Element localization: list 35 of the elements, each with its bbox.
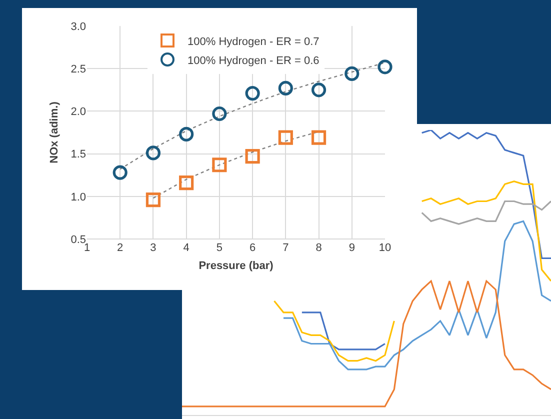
point <box>344 66 360 82</box>
y-tick-label: 2.5 <box>70 63 86 76</box>
point <box>378 60 392 74</box>
x-tick-label: 1 <box>84 242 90 254</box>
x-tick-label: 4 <box>183 242 190 254</box>
x-tick-label: 7 <box>282 242 289 254</box>
y-tick-label: 1.0 <box>70 191 86 204</box>
x-tick-label: 3 <box>150 242 156 254</box>
point <box>311 82 326 98</box>
x-tick-label: 9 <box>348 242 355 254</box>
legend-label: 100% Hydrogen - ER = 0.7 <box>188 36 320 48</box>
point <box>212 106 227 122</box>
x-tick-label: 5 <box>216 242 223 254</box>
y-tick-label: 2.0 <box>70 106 86 118</box>
legend-label: 100% Hydrogen - ER = 0.6 <box>188 54 320 67</box>
point <box>245 149 260 164</box>
point <box>179 126 194 142</box>
y-tick-label: 1.5 <box>70 148 86 161</box>
x-tick-label: 2 <box>117 242 124 254</box>
point <box>146 146 161 160</box>
point <box>278 80 293 96</box>
x-tick-label: 6 <box>249 242 256 254</box>
x-tick-label: 10 <box>378 242 392 254</box>
x-axis-title: Pressure (bar) <box>198 260 274 272</box>
y-tick-label: 3.0 <box>70 20 86 33</box>
x-tick-label: 8 <box>316 242 322 254</box>
point <box>311 130 326 145</box>
point <box>278 130 293 145</box>
point <box>112 165 128 180</box>
point <box>179 175 194 190</box>
y-axis-title: NOx (adim.) <box>48 101 60 164</box>
point <box>245 86 260 101</box>
y-tick-label: 0.5 <box>70 234 86 246</box>
point <box>212 158 227 172</box>
point <box>146 192 161 208</box>
